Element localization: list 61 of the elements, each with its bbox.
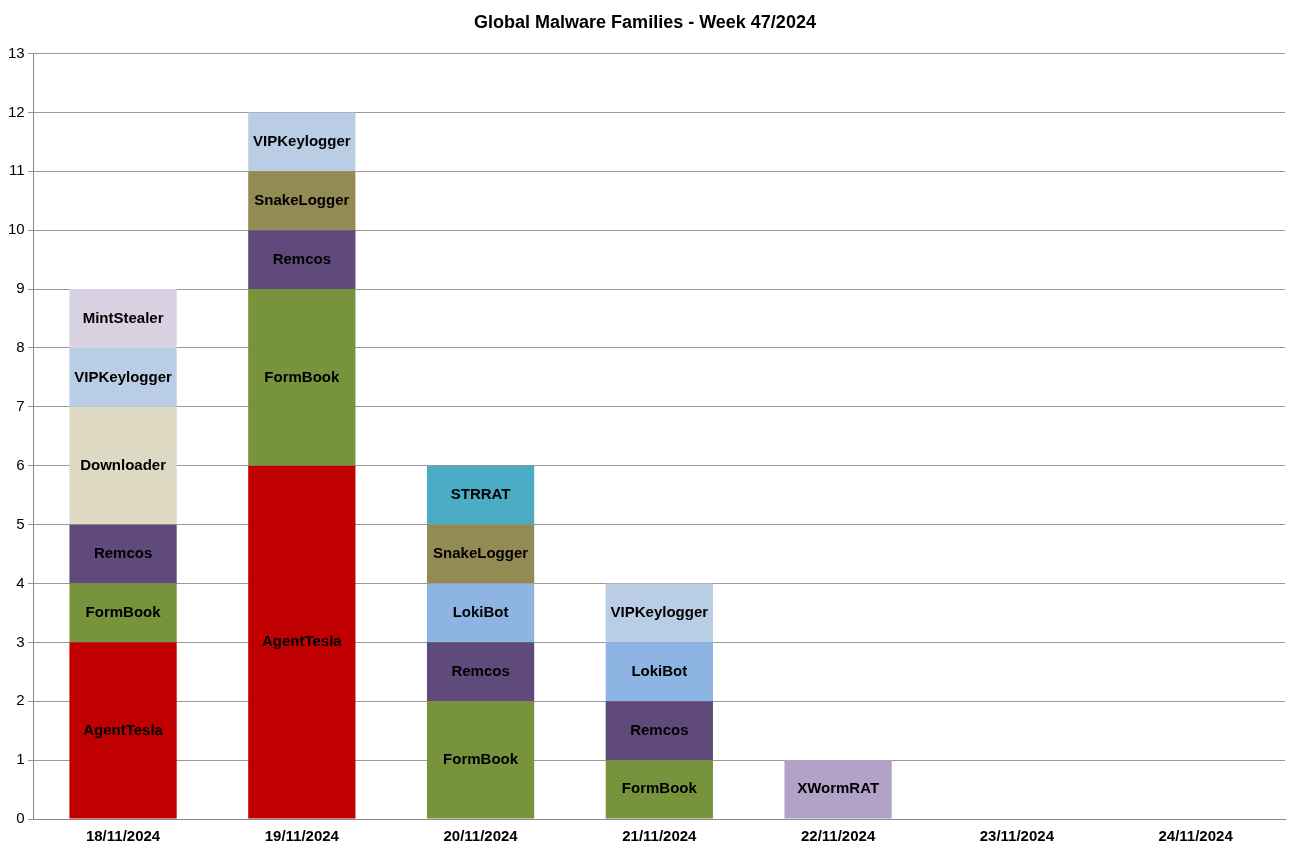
y-tick-label: 8: [16, 338, 25, 356]
bar: [248, 289, 356, 466]
y-tick-label: 12: [8, 102, 25, 120]
y-tick-label: 5: [16, 514, 25, 532]
bar: [426, 583, 535, 643]
x-tick-label: 21/11/2024: [622, 827, 698, 845]
series-label: Remcos: [93, 544, 153, 562]
bar: [605, 701, 713, 761]
bar: [784, 760, 892, 819]
text: VIPKeylogger: [253, 132, 351, 150]
text: LokiBot: [631, 661, 688, 679]
bar: [248, 230, 356, 290]
bar: [69, 642, 177, 819]
series-label: XWormRAT: [797, 779, 880, 797]
text: FormBook: [264, 367, 340, 385]
y-tick-label: 6: [16, 455, 25, 473]
y-tick-label: 11: [9, 161, 25, 179]
y-tick-label: 1: [16, 750, 25, 768]
text: Remcos: [272, 249, 331, 267]
bar: [426, 642, 535, 702]
series-label: LokiBot: [452, 603, 509, 621]
y-tick-label: 0: [16, 809, 25, 827]
series-label: MintStealer: [82, 308, 164, 326]
series-label: AgentTesla: [83, 720, 164, 738]
bar: [605, 642, 713, 702]
bar: [69, 406, 177, 525]
text: Remcos: [630, 720, 689, 738]
bar: [69, 524, 177, 584]
y-tick-label: 7: [16, 397, 25, 414]
bar: [69, 289, 177, 348]
text: FormBook: [443, 750, 519, 768]
y-tick-label: 13: [8, 43, 25, 61]
text: FormBook: [621, 779, 697, 797]
text: Remcos: [451, 661, 510, 679]
chart-title: Global Malware Families - Week 47/2024: [474, 11, 816, 32]
series-label: STRRAT: [450, 485, 511, 503]
bar: [426, 465, 535, 525]
x-tick-label: 22/11/2024: [800, 827, 876, 845]
x-tick-label: 20/11/2024: [443, 827, 519, 845]
x-tick-label: 23/11/2024: [979, 827, 1055, 845]
series-label: Downloader: [80, 455, 167, 473]
bar: [69, 583, 177, 643]
x-tick-label: 19/11/2024: [264, 827, 340, 845]
y-tick-label: 2: [16, 691, 25, 709]
x-tick-label: 18/11/2024: [85, 827, 161, 845]
bar: [426, 701, 535, 819]
bar: [69, 347, 177, 407]
text: AgentTesla: [261, 632, 342, 650]
y-tick-label: 9: [16, 279, 25, 297]
x-tick-label: 24/11/2024: [1158, 827, 1234, 845]
series-label: VIPKeylogger: [74, 367, 172, 385]
bar: [248, 465, 356, 819]
series-label: FormBook: [85, 603, 162, 621]
series-label: SnakeLogger: [254, 190, 350, 208]
y-tick-label: 10: [8, 220, 25, 238]
text: VIPKeylogger: [610, 603, 709, 621]
bar: [248, 171, 356, 231]
bar: [605, 760, 713, 819]
y-tick-label: 3: [16, 632, 25, 650]
text: SnakeLogger: [433, 544, 529, 562]
y-tick-label: 4: [16, 573, 25, 591]
